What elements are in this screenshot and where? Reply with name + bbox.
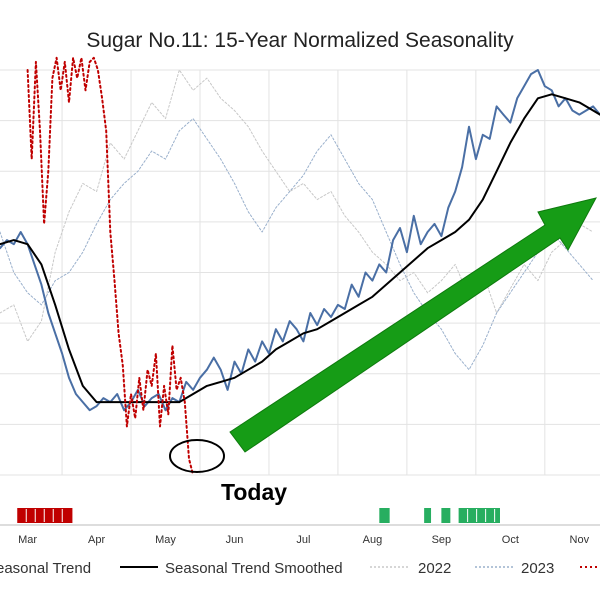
legend: easonal Trend Seasonal Trend Smoothed 20… xyxy=(0,560,600,577)
today-label: Today xyxy=(221,479,287,505)
series-2022 xyxy=(0,69,594,342)
legend-item-seasonal-trend: easonal Trend xyxy=(0,560,91,577)
series-layer xyxy=(0,56,600,476)
legend-item-2023: 2023 xyxy=(521,560,554,577)
legend-item-smoothed: Seasonal Trend Smoothed xyxy=(165,560,343,577)
x-tick-label: May xyxy=(155,534,176,546)
series-current-year xyxy=(26,56,195,476)
period-marker-bar xyxy=(424,508,432,523)
shaded-period-markers xyxy=(17,508,500,523)
period-marker-bar xyxy=(379,508,390,523)
grid-layer xyxy=(0,69,600,526)
x-axis-ticks: Mar Apr May Jun Jul Aug Sep Oct Nov xyxy=(18,534,589,546)
x-tick-label: Jul xyxy=(296,534,310,546)
chart-title: Sugar No.11: 15-Year Normalized Seasonal… xyxy=(86,29,514,52)
x-tick-label: Mar xyxy=(18,534,37,546)
x-tick-label: Nov xyxy=(570,534,590,546)
series-2023 xyxy=(0,118,594,371)
period-marker-bar xyxy=(17,508,73,523)
legend-item-2022: 2022 xyxy=(418,560,451,577)
x-tick-label: Aug xyxy=(363,534,383,546)
series-seasonal-trend-smoothed xyxy=(0,93,600,404)
today-circle xyxy=(169,439,225,473)
x-tick-label: Oct xyxy=(502,534,519,546)
uptrend-arrow xyxy=(229,197,597,453)
x-tick-label: Apr xyxy=(88,534,105,546)
period-marker-bar xyxy=(441,508,451,523)
x-tick-label: Sep xyxy=(432,534,452,546)
x-tick-label: Jun xyxy=(226,534,244,546)
annotation-layer: Today xyxy=(169,197,597,505)
period-marker-bar xyxy=(458,508,500,523)
